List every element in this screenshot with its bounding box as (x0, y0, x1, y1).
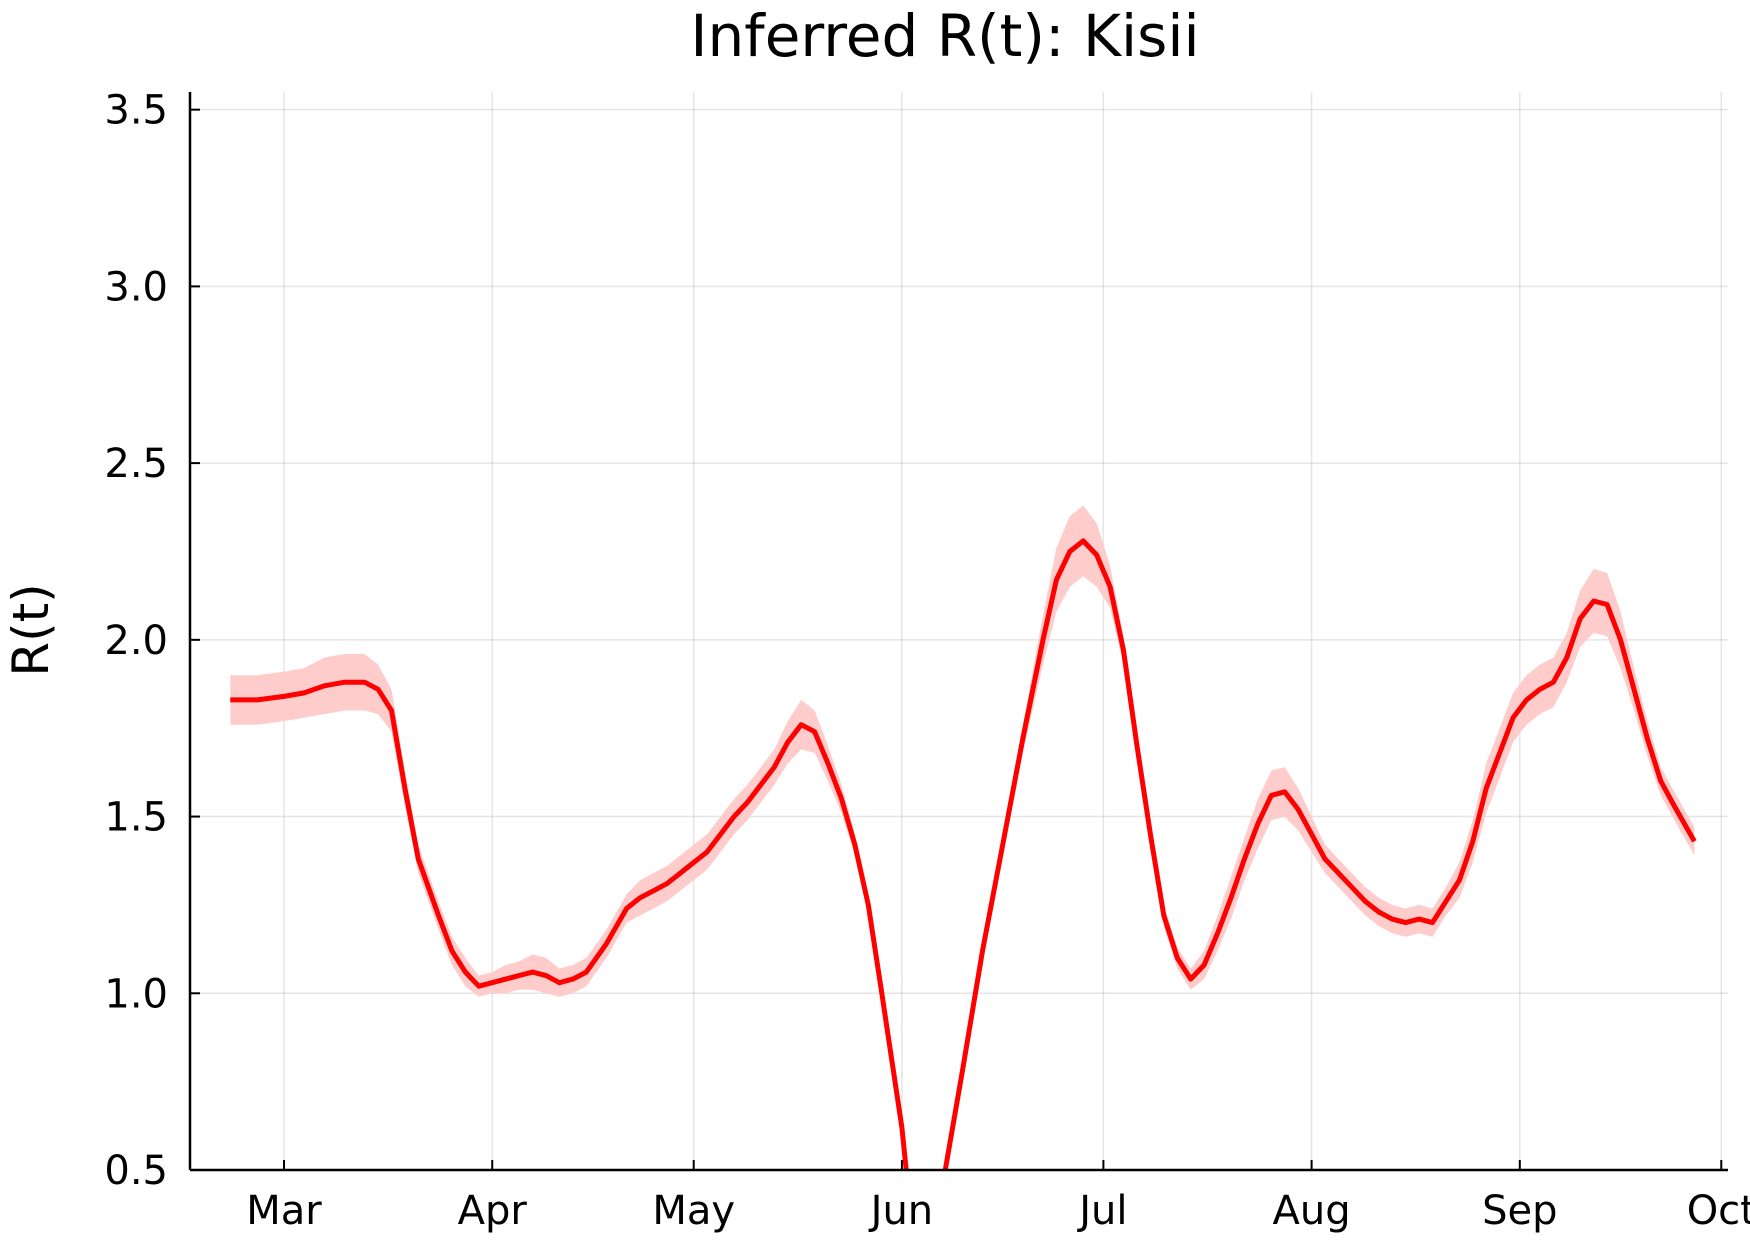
x-tick-label: Sep (1482, 1188, 1557, 1234)
y-tick-label: 3.5 (104, 88, 168, 134)
y-tick-label: 1.5 (104, 795, 168, 841)
y-tick-label: 2.5 (104, 441, 168, 487)
axes (188, 92, 1728, 1172)
x-tick-label: Jul (1076, 1188, 1127, 1234)
x-tick-label: May (652, 1188, 735, 1234)
y-tick-label: 3.0 (104, 264, 168, 310)
rt-series-line (230, 538, 1697, 1170)
y-tick-label: 2.0 (104, 618, 168, 664)
x-tick-label: Jun (868, 1188, 934, 1234)
y-tick-label: 0.5 (104, 1148, 168, 1194)
x-tick-label: Oct (1687, 1188, 1750, 1234)
y-axis-label: R(t) (2, 583, 60, 676)
y-tick-label: 1.0 (104, 971, 168, 1017)
chart-title: Inferred R(t): Kisii (690, 2, 1199, 70)
x-tick-label: Aug (1273, 1188, 1351, 1234)
band-layer (230, 505, 1695, 1170)
x-tick-label: Apr (458, 1188, 528, 1234)
grid (190, 92, 1728, 1171)
line-layer (230, 538, 1697, 1170)
confidence-band (230, 505, 1695, 1170)
ticks: 0.5 1.0 1.5 2.0 2.5 3.0 3.5 Mar Apr May Jun Jul Aug S… (104, 88, 1750, 1234)
x-tick-label: Mar (246, 1188, 322, 1234)
